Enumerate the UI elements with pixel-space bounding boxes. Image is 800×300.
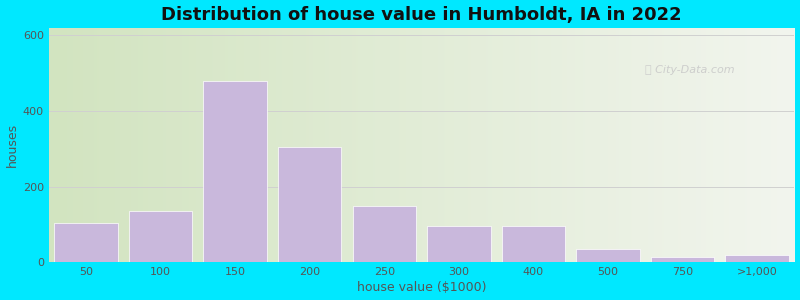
Bar bbox=[353, 206, 416, 262]
Bar bbox=[203, 81, 267, 262]
Text: ⓘ City-Data.com: ⓘ City-Data.com bbox=[646, 65, 735, 75]
Bar bbox=[54, 223, 118, 262]
Y-axis label: houses: houses bbox=[6, 123, 18, 167]
Bar bbox=[502, 226, 565, 262]
Bar bbox=[726, 255, 789, 262]
X-axis label: house value ($1000): house value ($1000) bbox=[357, 281, 486, 294]
Bar bbox=[129, 212, 192, 262]
Title: Distribution of house value in Humboldt, IA in 2022: Distribution of house value in Humboldt,… bbox=[162, 6, 682, 24]
Bar bbox=[278, 147, 342, 262]
Bar bbox=[576, 249, 640, 262]
Bar bbox=[651, 257, 714, 262]
Bar bbox=[427, 226, 490, 262]
